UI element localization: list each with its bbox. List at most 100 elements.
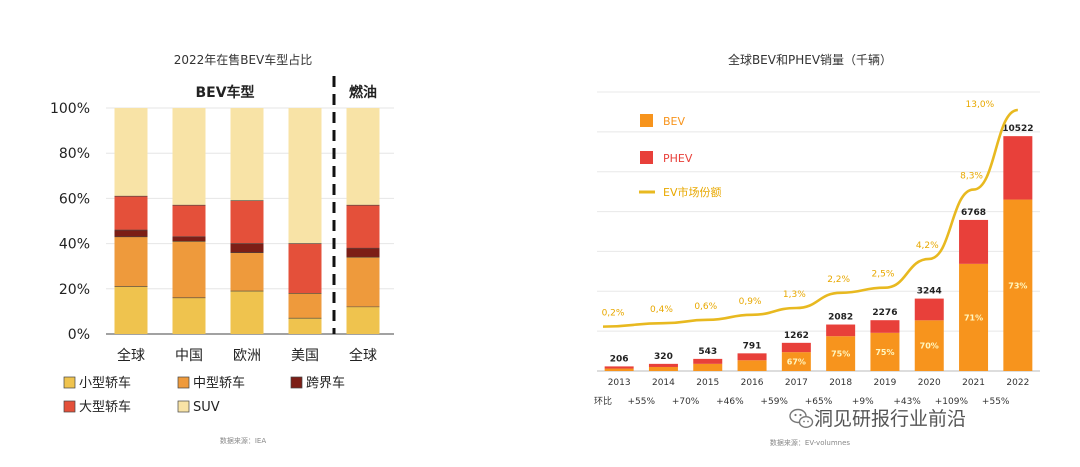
bar-segment bbox=[172, 205, 206, 237]
ev-share-label: 0,2% bbox=[602, 309, 625, 319]
left-y-tick-label: 100% bbox=[50, 101, 90, 117]
bev-bar bbox=[1003, 199, 1033, 371]
year-label: 2015 bbox=[696, 378, 719, 388]
legend-swatch bbox=[290, 376, 303, 389]
ev-share-line bbox=[602, 108, 1019, 328]
bar-segment bbox=[114, 196, 148, 231]
bar-segment bbox=[230, 291, 264, 334]
ev-share-label: 2,2% bbox=[827, 275, 850, 285]
year-label: 2017 bbox=[785, 378, 808, 388]
bev-bar bbox=[781, 352, 811, 371]
right-chart-source: 数据来源：EV-volumnes bbox=[770, 438, 851, 447]
group-label-bev: BEV车型 bbox=[195, 84, 254, 101]
legend-label: 大型轿车 bbox=[79, 399, 131, 415]
year-label: 2022 bbox=[1006, 378, 1029, 388]
growth-value: +46% bbox=[716, 397, 744, 407]
phev-bar bbox=[693, 358, 723, 364]
x-category-label: 中国 bbox=[175, 348, 203, 364]
legend-swatch bbox=[63, 400, 76, 413]
x-category-label: 全球 bbox=[349, 347, 377, 364]
legend-swatch-phev bbox=[640, 151, 653, 164]
year-label: 2018 bbox=[829, 378, 852, 388]
bar-segment bbox=[288, 243, 322, 294]
growth-value: +59% bbox=[760, 397, 788, 407]
bar-segment bbox=[346, 306, 380, 334]
legend-label: 跨界车 bbox=[306, 375, 345, 391]
bar-segment bbox=[114, 108, 148, 197]
year-label: 2021 bbox=[962, 378, 985, 388]
bar-segment bbox=[288, 293, 322, 319]
wechat-icon bbox=[789, 408, 814, 429]
growth-value: +9% bbox=[852, 397, 874, 407]
phev-bar bbox=[604, 366, 634, 369]
legend-label-line: EV市场份额 bbox=[663, 185, 721, 199]
phev-bar bbox=[1003, 136, 1033, 200]
year-label: 2016 bbox=[741, 378, 764, 388]
bar-segment bbox=[230, 243, 264, 253]
phev-bar bbox=[737, 353, 767, 361]
phev-bar bbox=[648, 363, 678, 367]
bar-segment bbox=[114, 236, 148, 287]
bev-share-label: 71% bbox=[964, 313, 983, 322]
bar-segment bbox=[114, 286, 148, 334]
x-category-label: 美国 bbox=[291, 348, 319, 364]
right-chart-ev-sales: 全球BEV和PHEV销量（千辆） 206 320 543 791 1262 67% 2082… bbox=[594, 52, 1040, 447]
watermark: 洞见研报行业前沿 bbox=[789, 408, 966, 430]
ev-share-label: 4,2% bbox=[916, 241, 939, 251]
growth-value: +109% bbox=[935, 397, 969, 407]
bev-share-label: 75% bbox=[875, 348, 894, 357]
bar-segment bbox=[172, 236, 206, 242]
left-chart-bev-model-share: 2022年在售BEV车型占比 0% 20% 40% 60% 80% 100% 全球 中国 欧洲… bbox=[50, 52, 394, 445]
year-label: 2020 bbox=[918, 378, 941, 388]
legend-swatch-bev bbox=[640, 114, 653, 127]
total-value-label: 320 bbox=[654, 352, 673, 362]
right-chart-ev-share-line: 0,2% 0,4% 0,6% 0,9% 1,3% 2,2% 2,5% 4,2% 8,3% 13,0… bbox=[602, 100, 1019, 328]
left-y-tick-label: 60% bbox=[59, 191, 90, 207]
left-y-tick-label: 40% bbox=[59, 237, 90, 253]
ev-share-label: 1,3% bbox=[783, 290, 806, 300]
bev-bar bbox=[693, 363, 723, 371]
bev-share-label: 70% bbox=[920, 342, 939, 351]
right-chart-x-axis: 2013 2014 2015 2016 2017 2018 2019 2020 2021 2022 bbox=[608, 378, 1030, 388]
x-category-label: 全球 bbox=[117, 347, 145, 364]
phev-bar bbox=[870, 320, 900, 333]
year-label: 2013 bbox=[608, 378, 631, 388]
phev-bar bbox=[959, 219, 989, 264]
bev-bar bbox=[870, 332, 900, 371]
bar-segment bbox=[230, 252, 264, 292]
bar-segment bbox=[346, 205, 380, 249]
total-value-label: 10522 bbox=[1002, 124, 1033, 134]
total-value-label: 206 bbox=[610, 354, 629, 364]
bev-share-label: 67% bbox=[787, 358, 806, 367]
year-label: 2019 bbox=[873, 378, 896, 388]
legend-swatch bbox=[177, 376, 190, 389]
phev-bar bbox=[781, 342, 811, 353]
bar-segment bbox=[230, 200, 264, 244]
left-y-tick-label: 80% bbox=[59, 146, 90, 162]
bar-segment bbox=[346, 257, 380, 307]
left-chart-title: 2022年在售BEV车型占比 bbox=[174, 52, 313, 67]
ev-share-label: 0,4% bbox=[650, 305, 673, 315]
bev-bar bbox=[648, 366, 678, 371]
growth-value: +43% bbox=[893, 397, 921, 407]
bev-bar bbox=[959, 263, 989, 371]
left-chart-bars bbox=[114, 108, 380, 334]
left-chart-y-axis: 0% 20% 40% 60% 80% 100% bbox=[50, 101, 90, 343]
right-chart-title: 全球BEV和PHEV销量（千辆） bbox=[728, 52, 892, 67]
legend-label-phev: PHEV bbox=[663, 152, 693, 165]
bar-segment bbox=[288, 108, 322, 244]
bar-segment bbox=[172, 297, 206, 334]
ev-share-label: 8,3% bbox=[960, 172, 983, 182]
bev-bar bbox=[604, 368, 634, 371]
growth-value: +55% bbox=[982, 397, 1010, 407]
right-chart-growth-row: 环比 +55% +70% +46% +59% +65% +9% +43% +109% +55% bbox=[594, 395, 1010, 407]
bev-share-label: 73% bbox=[1008, 281, 1027, 290]
ev-share-label: 13,0% bbox=[966, 100, 995, 110]
growth-row-label: 环比 bbox=[594, 395, 612, 407]
left-y-tick-label: 20% bbox=[59, 282, 90, 298]
bar-segment bbox=[172, 241, 206, 298]
total-value-label: 2082 bbox=[828, 313, 853, 323]
left-y-tick-label: 0% bbox=[68, 327, 90, 343]
